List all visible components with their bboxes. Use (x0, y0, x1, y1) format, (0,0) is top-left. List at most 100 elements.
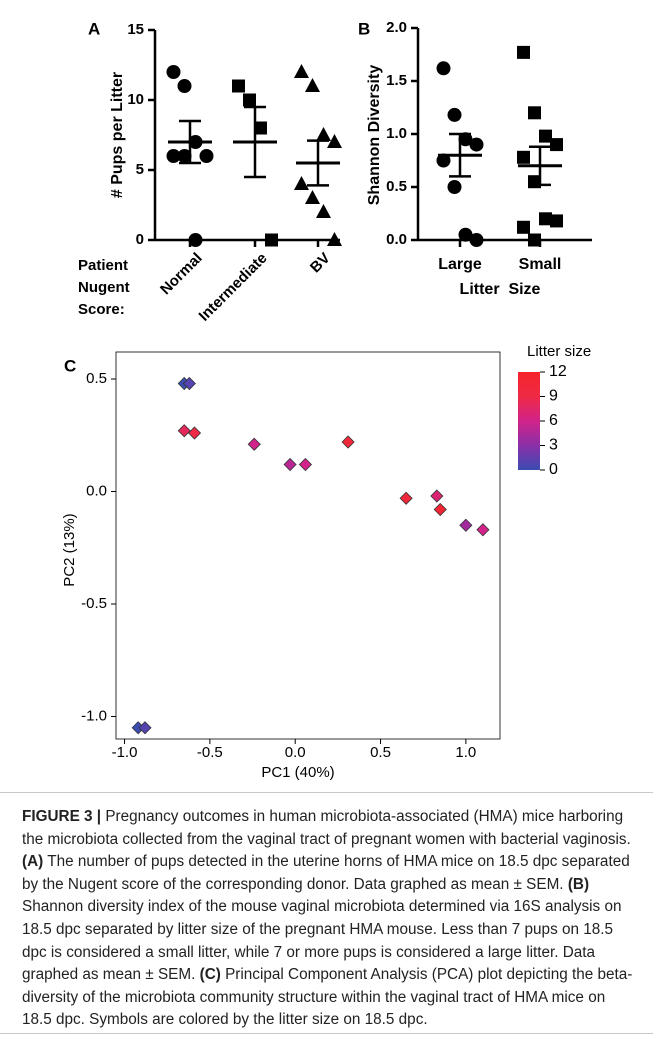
y-axis-title: # Pups per Litter (109, 72, 126, 198)
x-tick-label: 1.0 (455, 744, 476, 761)
data-point (294, 176, 309, 190)
data-point (341, 435, 355, 449)
x-tick-label: -1.0 (112, 744, 138, 761)
y-tick-label: 10 (127, 91, 144, 108)
y-tick-label: 15 (127, 21, 144, 38)
data-point (254, 121, 267, 135)
y-tick-label: 0.0 (86, 482, 107, 499)
data-point (298, 457, 313, 472)
data-point (182, 376, 196, 391)
data-point (187, 426, 202, 440)
x-axis-title: Score: (78, 301, 125, 318)
y-tick-label: 0.5 (86, 370, 107, 387)
data-point (316, 127, 331, 141)
y-tick-label: 1.0 (386, 125, 407, 142)
data-point (232, 79, 245, 93)
data-point (433, 502, 447, 517)
caption-text: The number of pups detected in the uteri… (22, 853, 634, 893)
data-point (294, 64, 309, 78)
data-point (447, 107, 462, 122)
data-point (436, 61, 451, 76)
data-point (459, 518, 473, 532)
data-point (199, 149, 214, 163)
y-tick-label: 5 (136, 161, 144, 178)
figure: A # Pups per Litter 0 5 10 15 NormalIntermedia… (61, 19, 592, 780)
x-tick-label: Intermediate (196, 250, 271, 325)
data-point (177, 79, 192, 93)
x-axis-title: Nugent (78, 279, 130, 296)
data-point (447, 180, 462, 194)
data-point (528, 233, 541, 247)
y-tick-label: 1.5 (386, 72, 407, 89)
x-tick-label: 0.5 (370, 744, 391, 761)
data-point (265, 233, 278, 247)
data-point (517, 220, 530, 234)
data-point (399, 491, 413, 505)
x-tick-label: -0.5 (197, 744, 223, 761)
data-point (316, 204, 331, 218)
data-point (327, 232, 342, 246)
data-point (177, 424, 191, 438)
x-tick-label: BV (307, 250, 334, 277)
x-axis-title: Litter Size (460, 281, 541, 298)
caption-bold: FIGURE 3 | (22, 808, 102, 825)
data-point (436, 153, 451, 168)
caption-bold: (B) (567, 875, 590, 893)
plot-frame (115, 351, 501, 740)
x-tick-label: Normal (157, 250, 206, 299)
y-tick-label: -1.0 (81, 707, 107, 724)
data-point (305, 78, 320, 92)
data-point (458, 227, 473, 242)
colorbar (518, 372, 540, 470)
colorbar-tick-label: 9 (549, 388, 558, 405)
x-axis-title: PC1 (40%) (261, 764, 334, 780)
data-point (458, 132, 473, 147)
y-tick-label: -0.5 (81, 595, 107, 612)
data-point (247, 437, 261, 451)
colorbar-tick-label: 12 (549, 363, 567, 380)
panel-label: A (88, 19, 100, 38)
data-point (528, 106, 541, 120)
caption-rule (0, 792, 653, 793)
data-point (517, 150, 530, 164)
data-point (166, 149, 181, 163)
data-point (517, 45, 530, 59)
colorbar-title: Litter size (527, 343, 591, 360)
caption-text: Principal Component Analysis (PCA) plot … (22, 966, 633, 1029)
x-tick-label: Large (438, 256, 482, 273)
data-point (327, 134, 342, 148)
data-point (305, 190, 320, 204)
caption-text: Shannon diversity index of the mouse vag… (22, 875, 626, 984)
y-tick-label: 2.0 (386, 19, 407, 36)
data-point (469, 137, 484, 152)
x-axis-title: Patient (78, 257, 128, 274)
data-point (243, 93, 256, 107)
y-tick-label: 0.0 (386, 231, 407, 248)
data-point (550, 214, 563, 228)
panel-label: C (64, 356, 76, 375)
data-point (539, 212, 552, 226)
data-point (177, 149, 192, 163)
caption-rule (0, 1033, 653, 1034)
colorbar-tick-label: 6 (549, 412, 558, 429)
y-tick-label: 0.5 (386, 178, 407, 195)
data-point (430, 489, 444, 503)
caption-bold: (C) (199, 966, 221, 984)
data-point (539, 129, 552, 143)
caption: FIGURE 3 | Pregnancy outcomes in human m… (22, 806, 634, 1032)
data-point (469, 233, 484, 247)
x-tick-label: 0.0 (285, 744, 306, 761)
y-tick-label: 0 (136, 231, 144, 248)
data-point (188, 233, 203, 247)
colorbar-tick-label: 0 (549, 461, 558, 478)
data-point (166, 65, 181, 79)
caption-bold: (A) (22, 853, 44, 871)
y-axis-title: PC2 (13%) (61, 513, 78, 586)
panel-label: B (358, 19, 370, 38)
data-point (283, 457, 297, 472)
colorbar-tick-label: 3 (549, 437, 558, 454)
caption-text: Pregnancy outcomes in human microbiota-a… (22, 808, 636, 848)
y-axis-title: Shannon Diversity (366, 65, 383, 206)
x-tick-label: Small (519, 256, 562, 273)
